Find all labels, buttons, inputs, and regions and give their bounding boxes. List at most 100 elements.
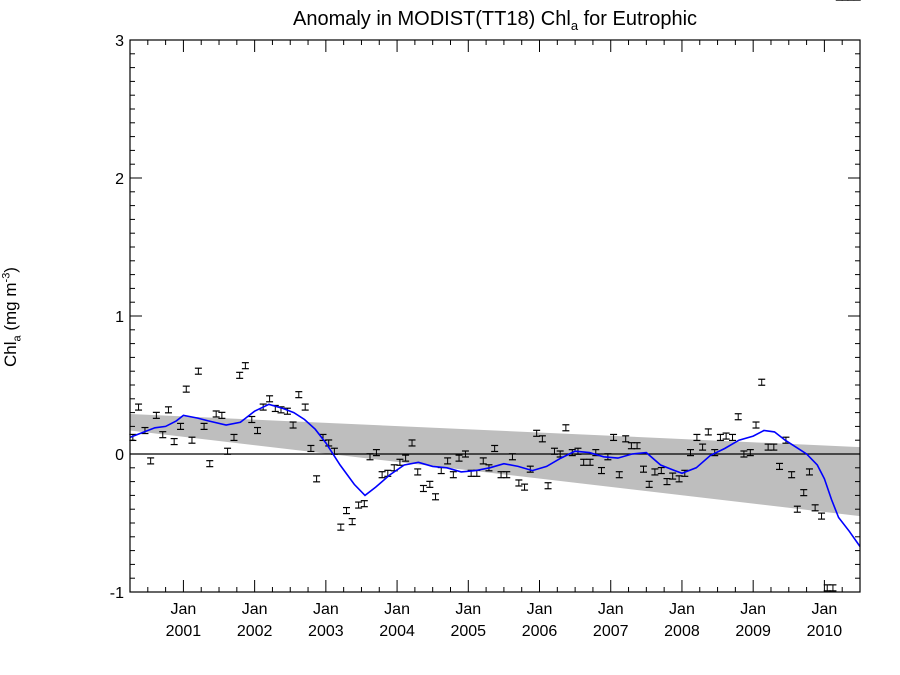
- anomaly-point: [805, 468, 813, 476]
- anomaly-point: [729, 433, 737, 442]
- anomaly-point: [360, 500, 368, 508]
- anomaly-point: [793, 505, 801, 513]
- anomaly-point: [330, 447, 338, 455]
- anomaly-point: [378, 471, 386, 479]
- anomaly-point: [141, 426, 149, 435]
- anomaly-point: [396, 458, 404, 466]
- anomaly-point: [307, 444, 315, 453]
- y-tick-label: 0: [115, 447, 124, 464]
- anomaly-point: [408, 439, 416, 447]
- anomaly-point: [770, 443, 778, 451]
- anomaly-point: [734, 413, 742, 421]
- anomaly-point: [800, 489, 808, 497]
- anomaly-point: [699, 443, 707, 451]
- anomaly-point: [182, 385, 190, 393]
- anomaly-point: [313, 475, 321, 483]
- anomaly-point: [444, 457, 452, 465]
- anomaly-point: [159, 431, 167, 439]
- anomaly-point: [218, 411, 226, 419]
- x-tick-label-month: Jan: [527, 601, 553, 618]
- axis-ticks: [129, 39, 861, 593]
- x-axis-tick-labels: Jan 2001 Jan 2002 Jan 2003 Jan 2004 Jan 2005 Jan 20…: [166, 601, 843, 640]
- anomaly-point: [426, 480, 434, 488]
- anomaly-point: [188, 436, 196, 444]
- anomaly-point: [538, 435, 546, 443]
- x-tick-label-year: 2002: [237, 623, 273, 640]
- anomaly-point: [414, 468, 422, 476]
- anomaly-point: [343, 506, 351, 515]
- trend-band-polygon: [130, 413, 860, 517]
- x-tick-label-year: 2010: [807, 623, 843, 640]
- anomaly-point: [236, 371, 244, 379]
- x-tick-label-month: Jan: [313, 601, 339, 618]
- anomaly-point: [437, 466, 445, 475]
- y-tick-label: 2: [115, 171, 124, 188]
- anomaly-point: [586, 458, 594, 466]
- anomaly-point: [818, 512, 826, 520]
- anomaly-point: [521, 483, 529, 491]
- x-tick-label-month: Jan: [455, 601, 481, 618]
- anomaly-point: [758, 378, 766, 386]
- anomaly-point: [639, 465, 647, 473]
- anomaly-point: [301, 403, 309, 411]
- anomaly-point: [366, 453, 374, 461]
- anomaly-point: [295, 391, 303, 399]
- anomaly-point: [669, 472, 677, 480]
- anomaly-point: [164, 406, 172, 414]
- y-axis-label: Chla (mg m-3): [0, 267, 24, 367]
- anomaly-point: [811, 504, 819, 512]
- anomaly-point: [152, 411, 160, 419]
- anomaly-point: [645, 480, 653, 488]
- anomaly-point: [746, 449, 754, 457]
- x-tick-label-month: Jan: [384, 601, 410, 618]
- anomaly-point: [686, 449, 694, 457]
- anomaly-point: [597, 466, 605, 475]
- anomaly-point: [372, 449, 380, 457]
- anomaly-point: [681, 469, 689, 477]
- y-axis-tick-labels: -1 0 1 2 3: [110, 33, 124, 602]
- anomaly-point: [461, 450, 469, 458]
- anomaly-point: [206, 460, 214, 468]
- y-tick-label: 1: [115, 309, 124, 326]
- x-tick-label-year: 2003: [308, 623, 344, 640]
- anomaly-point: [716, 433, 724, 442]
- anomaly-point: [544, 482, 552, 490]
- anomaly-point: [337, 523, 345, 531]
- smoothed-anomaly-line: [129, 403, 861, 547]
- anomaly-point: [610, 433, 618, 442]
- anomaly-point: [633, 442, 641, 450]
- anomaly-point: [491, 444, 499, 453]
- x-tick-label-year: 2007: [593, 623, 629, 640]
- anomaly-point: [248, 415, 256, 424]
- anomaly-point: [212, 410, 220, 418]
- x-tick-label-year: 2008: [664, 623, 700, 640]
- anomaly-point: [194, 367, 202, 375]
- anomaly-point: [704, 428, 712, 436]
- anomaly-point: [147, 457, 155, 465]
- x-tick-label-month: Jan: [740, 601, 766, 618]
- anomaly-point: [177, 422, 185, 430]
- anomaly-point: [508, 453, 516, 461]
- y-tick-label: -1: [110, 585, 124, 602]
- anomaly-point: [266, 395, 274, 403]
- anomaly-point: [657, 466, 665, 475]
- anomaly-point: [479, 457, 487, 465]
- anomaly-point: [740, 450, 748, 458]
- anomaly-point: [550, 447, 558, 455]
- anomaly-point: [283, 407, 291, 415]
- x-tick-label-month: Jan: [242, 601, 268, 618]
- anomaly-point: [449, 471, 457, 479]
- anomaly-point: [562, 424, 570, 432]
- anomaly-point: [135, 403, 143, 411]
- anomaly-point: [419, 484, 427, 493]
- x-tick-label-month: Jan: [171, 601, 197, 618]
- anomaly-point: [253, 426, 261, 435]
- anomaly-point: [503, 471, 511, 479]
- anomaly-point: [615, 471, 623, 479]
- monthly-anomaly-points: [129, 0, 861, 592]
- anomaly-point: [200, 422, 208, 430]
- anomaly-point: [622, 435, 630, 443]
- anomaly-point: [355, 501, 363, 509]
- plot-frame: [129, 39, 861, 593]
